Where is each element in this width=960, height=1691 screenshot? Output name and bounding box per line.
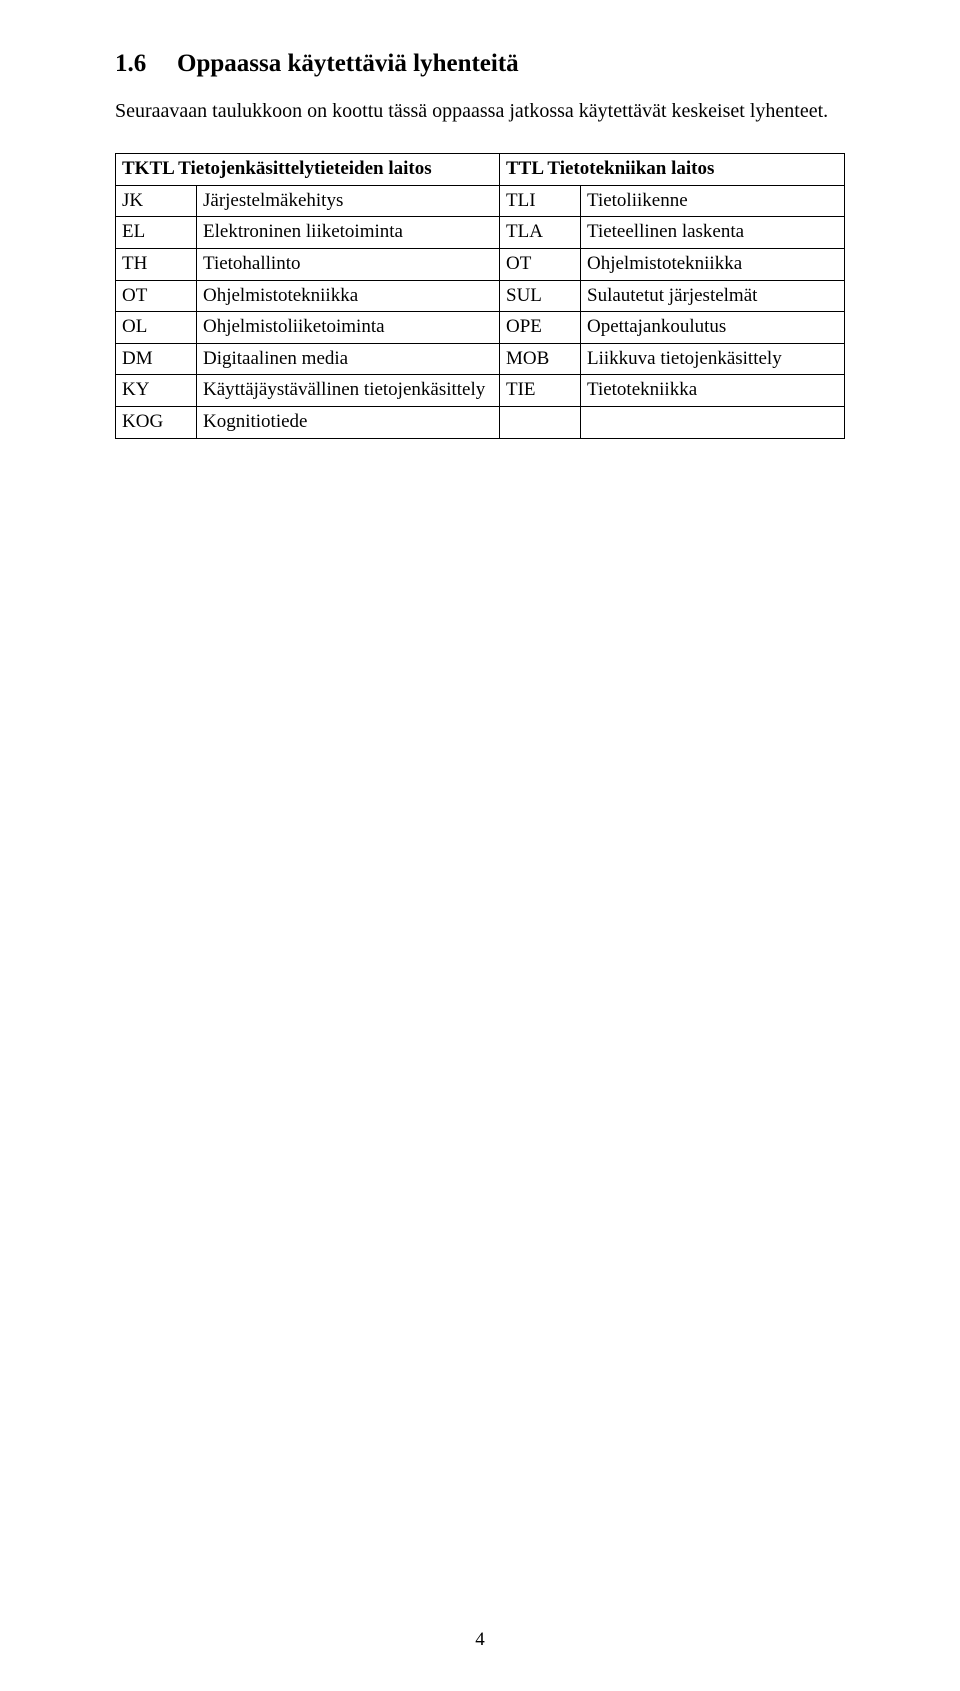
full-cell: Elektroninen liiketoiminta <box>197 217 500 249</box>
abbr-cell: OT <box>116 280 197 312</box>
abbr-cell: OT <box>500 248 581 280</box>
table-row: OT Ohjelmistotekniikka SUL Sulautetut jä… <box>116 280 845 312</box>
full-cell: Ohjelmistoliiketoiminta <box>197 312 500 344</box>
abbreviation-table: TKTL Tietojenkäsittelytieteiden laitos T… <box>115 153 845 439</box>
table-row: JK Järjestelmäkehitys TLI Tietoliikenne <box>116 185 845 217</box>
full-cell: Tietotekniikka <box>581 375 845 407</box>
abbr-cell: OL <box>116 312 197 344</box>
full-cell: Liikkuva tietojenkäsittely <box>581 343 845 375</box>
full-cell: Ohjelmistotekniikka <box>197 280 500 312</box>
section-number: 1.6 <box>115 50 177 78</box>
full-cell: Järjestelmäkehitys <box>197 185 500 217</box>
full-cell: Käyttäjäystävällinen tietojenkäsittely <box>197 375 500 407</box>
abbr-cell: TH <box>116 248 197 280</box>
full-cell: Kognitiotiede <box>197 407 500 439</box>
table-row: KY Käyttäjäystävällinen tietojenkäsittel… <box>116 375 845 407</box>
abbr-cell: JK <box>116 185 197 217</box>
abbr-cell: KY <box>116 375 197 407</box>
document-page: 1.6Oppaassa käytettäviä lyhenteitä Seura… <box>0 0 960 1691</box>
full-cell: Tietohallinto <box>197 248 500 280</box>
table-row: KOG Kognitiotiede <box>116 407 845 439</box>
abbr-cell: KOG <box>116 407 197 439</box>
full-cell <box>581 407 845 439</box>
full-cell: Digitaalinen media <box>197 343 500 375</box>
full-cell: Ohjelmistotekniikka <box>581 248 845 280</box>
full-cell: Opettajankoulutus <box>581 312 845 344</box>
full-cell: Sulautetut järjestelmät <box>581 280 845 312</box>
abbr-cell <box>500 407 581 439</box>
left-title-cell: TKTL Tietojenkäsittelytieteiden laitos <box>116 154 500 186</box>
section-heading: 1.6Oppaassa käytettäviä lyhenteitä <box>115 50 845 78</box>
abbr-cell: SUL <box>500 280 581 312</box>
table-row: DM Digitaalinen media MOB Liikkuva tieto… <box>116 343 845 375</box>
abbr-cell: OPE <box>500 312 581 344</box>
table-row: TH Tietohallinto OT Ohjelmistotekniikka <box>116 248 845 280</box>
abbr-cell: DM <box>116 343 197 375</box>
intro-paragraph: Seuraavaan taulukkoon on koottu tässä op… <box>115 98 845 125</box>
table-row: OL Ohjelmistoliiketoiminta OPE Opettajan… <box>116 312 845 344</box>
abbr-cell: MOB <box>500 343 581 375</box>
table-row: EL Elektroninen liiketoiminta TLA Tietee… <box>116 217 845 249</box>
abbr-cell: EL <box>116 217 197 249</box>
full-cell: Tietoliikenne <box>581 185 845 217</box>
full-cell: Tieteellinen laskenta <box>581 217 845 249</box>
page-number: 4 <box>0 1629 960 1651</box>
section-title: Oppaassa käytettäviä lyhenteitä <box>177 50 519 77</box>
abbr-cell: TLI <box>500 185 581 217</box>
right-title-cell: TTL Tietotekniikan laitos <box>500 154 845 186</box>
abbr-cell: TLA <box>500 217 581 249</box>
table-header-row: TKTL Tietojenkäsittelytieteiden laitos T… <box>116 154 845 186</box>
abbr-cell: TIE <box>500 375 581 407</box>
